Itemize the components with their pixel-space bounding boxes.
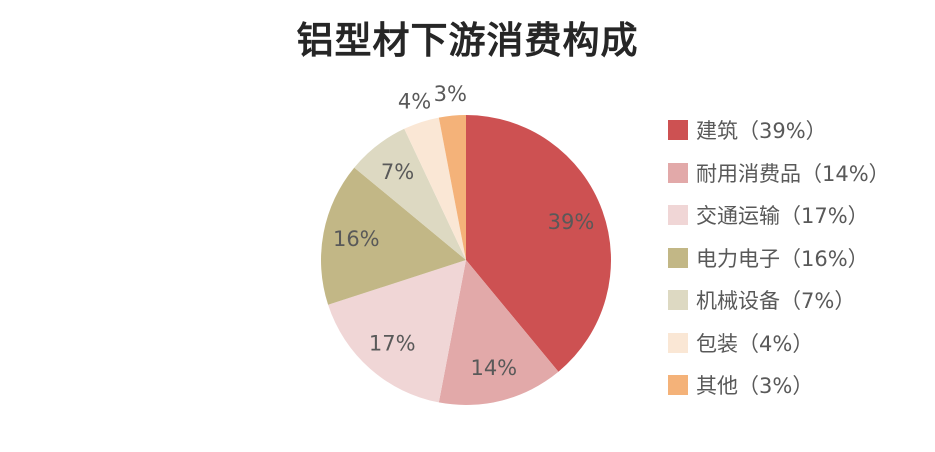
legend-item-2: 交通运输（17%） xyxy=(668,194,890,237)
legend-label: 耐用消费品（14%） xyxy=(696,161,890,186)
pie-label-3: 16% xyxy=(333,227,380,251)
pie-slice-2 xyxy=(328,260,466,403)
pie-label-0: 39% xyxy=(548,210,595,234)
legend-swatch-icon xyxy=(668,162,688,183)
legend-label: 其他（3%） xyxy=(696,374,814,399)
pie-label-4: 7% xyxy=(381,160,414,184)
pie-slice-1 xyxy=(438,260,559,405)
pie-label-2: 17% xyxy=(369,332,416,356)
pie-slice-4 xyxy=(354,128,466,260)
legend-item-5: 包装（4%） xyxy=(668,322,890,365)
pie-slice-3 xyxy=(321,167,466,305)
legend-swatch-icon xyxy=(668,290,688,311)
legend-item-4: 机械设备（7%） xyxy=(668,279,890,322)
chart-title: 铝型材下游消费构成 xyxy=(296,19,639,62)
legend-item-3: 电力电子（16%） xyxy=(668,237,890,280)
legend-label: 包装（4%） xyxy=(696,331,814,356)
legend-label: 建筑（39%） xyxy=(696,119,827,144)
pie-slice-6 xyxy=(438,115,466,260)
pie-label-1: 14% xyxy=(470,356,517,380)
legend-item-6: 其他（3%） xyxy=(668,364,890,407)
pie-label-6: 3% xyxy=(434,82,467,106)
legend-item-1: 耐用消费品（14%） xyxy=(668,152,890,195)
legend-swatch-icon xyxy=(668,205,688,226)
legend-swatch-icon xyxy=(668,247,688,268)
legend-swatch-icon xyxy=(668,375,688,396)
pie-slice-5 xyxy=(404,117,466,260)
legend-label: 交通运输（17%） xyxy=(696,204,869,229)
legend-swatch-icon xyxy=(668,120,688,141)
legend-item-0: 建筑（39%） xyxy=(668,109,890,152)
legend: 建筑（39%） 耐用消费品（14%） 交通运输（17%） 电力电子（16%） 机械设备（… xyxy=(668,109,890,407)
pie-label-5: 4% xyxy=(398,89,431,113)
legend-swatch-icon xyxy=(668,332,688,353)
legend-label: 电力电子（16%） xyxy=(696,246,869,271)
legend-label: 机械设备（7%） xyxy=(696,289,856,314)
pie-slice-0 xyxy=(466,115,611,372)
